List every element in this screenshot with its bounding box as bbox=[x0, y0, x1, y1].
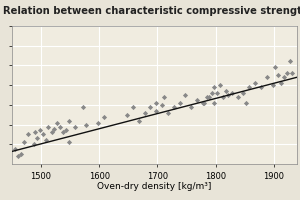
Point bbox=[72, 125, 77, 128]
Point bbox=[18, 153, 23, 156]
Point bbox=[15, 155, 20, 158]
Point bbox=[259, 86, 263, 89]
Point bbox=[230, 91, 234, 95]
Point bbox=[204, 95, 209, 99]
Point bbox=[247, 86, 252, 89]
Point bbox=[43, 139, 48, 142]
Point bbox=[67, 141, 71, 144]
Point bbox=[21, 141, 26, 144]
Point bbox=[171, 105, 176, 108]
Point bbox=[58, 125, 63, 128]
Point bbox=[273, 66, 278, 69]
Point bbox=[162, 95, 167, 99]
Point bbox=[67, 119, 71, 122]
Point bbox=[63, 129, 68, 132]
Point bbox=[154, 109, 159, 112]
Point bbox=[177, 101, 182, 104]
Point bbox=[244, 101, 249, 104]
Point bbox=[136, 119, 141, 122]
Point bbox=[206, 95, 211, 99]
Point bbox=[270, 84, 275, 87]
Point bbox=[142, 111, 147, 114]
Point bbox=[288, 59, 292, 62]
Point bbox=[26, 133, 31, 136]
Point bbox=[212, 86, 217, 89]
Point bbox=[200, 101, 205, 104]
Text: Relation between characteristic compressive strength and (oven-)dry densi: Relation between characteristic compress… bbox=[3, 6, 300, 16]
Point bbox=[101, 115, 106, 118]
Point bbox=[61, 131, 66, 134]
Point bbox=[130, 105, 135, 108]
X-axis label: Oven-dry density [kg/m³]: Oven-dry density [kg/m³] bbox=[97, 182, 212, 191]
Point bbox=[148, 105, 153, 108]
Point bbox=[215, 91, 220, 95]
Point bbox=[13, 148, 17, 151]
Point bbox=[212, 101, 217, 104]
Point bbox=[220, 95, 225, 99]
Point bbox=[284, 72, 289, 75]
Point bbox=[278, 82, 283, 85]
Point bbox=[40, 133, 45, 136]
Point bbox=[49, 131, 54, 134]
Point bbox=[209, 91, 214, 95]
Point bbox=[253, 82, 257, 85]
Point bbox=[38, 129, 42, 132]
Point bbox=[183, 93, 188, 97]
Point bbox=[46, 125, 50, 128]
Point bbox=[166, 111, 170, 114]
Point bbox=[235, 95, 240, 99]
Point bbox=[125, 113, 130, 116]
Point bbox=[52, 127, 56, 130]
Point bbox=[224, 89, 228, 93]
Point bbox=[282, 76, 286, 79]
Point bbox=[290, 72, 295, 75]
Point bbox=[84, 123, 89, 126]
Point bbox=[96, 121, 100, 124]
Point bbox=[241, 91, 246, 95]
Point bbox=[33, 131, 38, 134]
Point bbox=[160, 103, 164, 106]
Point bbox=[34, 137, 39, 140]
Point bbox=[55, 121, 60, 124]
Point bbox=[81, 105, 85, 108]
Point bbox=[218, 84, 223, 87]
Point bbox=[226, 93, 231, 97]
Point bbox=[195, 98, 200, 102]
Point bbox=[32, 143, 37, 146]
Point bbox=[264, 76, 269, 79]
Point bbox=[154, 101, 159, 104]
Point bbox=[202, 101, 206, 104]
Point bbox=[276, 74, 281, 77]
Point bbox=[189, 105, 194, 108]
